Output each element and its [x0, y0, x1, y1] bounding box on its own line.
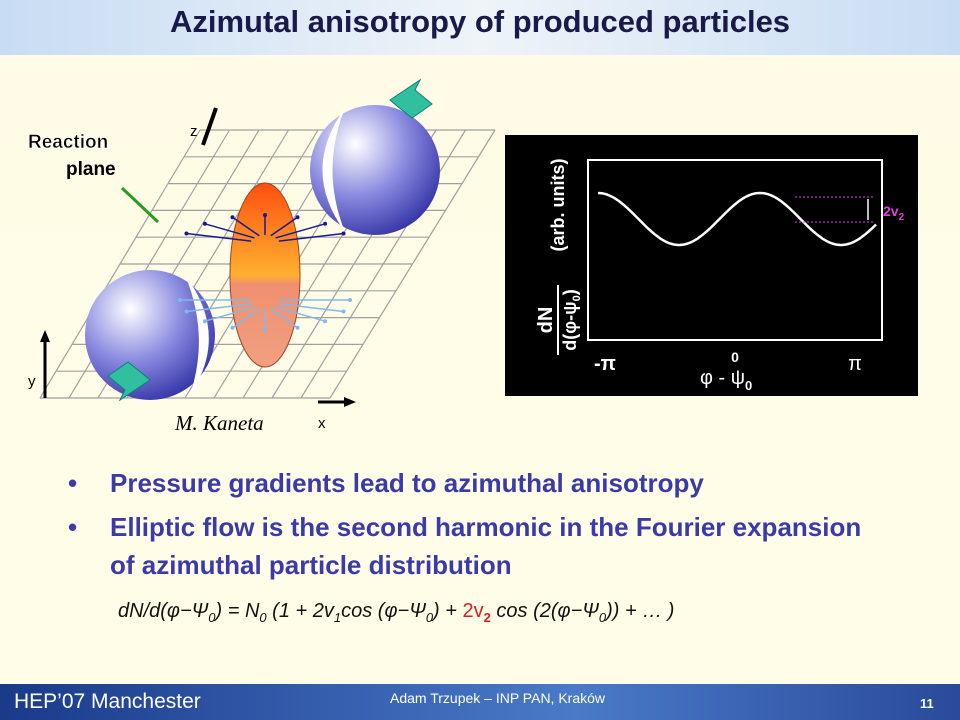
y-label: dN d(φ-ψ0) (arb. units) [535, 158, 583, 355]
arrow-head [40, 330, 50, 342]
green-arrow [107, 361, 151, 402]
y-label-num: dN [535, 307, 557, 334]
arrow-tip [341, 231, 346, 236]
arrow-tip [323, 319, 328, 324]
bullet: Elliptic flow is the second harmonic in … [68, 508, 880, 584]
credit: M. Kaneta [174, 411, 264, 435]
y-label-den: d(φ-ψ0) [560, 289, 583, 351]
footer: HEP’07 Manchester Adam Trzupek – INP PAN… [0, 684, 960, 720]
flow-arrow [186, 303, 252, 313]
x-tick-label: 0 [731, 349, 739, 365]
arrow-tip [184, 231, 189, 236]
flow-arrow [278, 303, 344, 313]
amplitude-label: 2v2 [883, 203, 905, 223]
page-number: 11 [920, 696, 934, 711]
slide-title: Azimutal anisotropy of produced particle… [169, 4, 791, 39]
arrow-tip [263, 213, 267, 217]
arrow-tip [230, 325, 235, 330]
flow-arrow [204, 306, 255, 322]
x-tick-label: -π [594, 353, 616, 375]
flow-arrow [270, 308, 298, 329]
plot-frame [587, 159, 883, 341]
flow-arrows [178, 213, 352, 332]
label: Reaction [28, 132, 108, 153]
flow-arrow [204, 223, 255, 239]
arrow-tip [323, 221, 328, 226]
y-label-units: (arb. units) [548, 158, 568, 251]
axis-label: y [28, 373, 36, 390]
arrow-tip [295, 325, 300, 330]
inset-plot [505, 135, 918, 396]
flow-arrow [275, 306, 326, 322]
x-label: φ - ψ0 [700, 367, 752, 393]
arrow-tip [348, 298, 352, 302]
flow-arrow [232, 308, 260, 329]
axis-label: z [190, 123, 198, 140]
arrow-tip [178, 298, 182, 302]
overlap-zone [229, 182, 301, 368]
grid-line [329, 129, 496, 399]
crescent [185, 275, 209, 395]
z-axis [201, 107, 218, 146]
arrow-tip [202, 221, 207, 226]
flow-arrow [270, 216, 298, 237]
author: Adam Trzupek – INP PAN, Kraków [390, 690, 606, 706]
pointer [120, 186, 160, 224]
curve [597, 191, 877, 247]
arrow-tip [341, 309, 346, 314]
label: plane [66, 159, 116, 180]
axis-label: x [318, 415, 326, 432]
crescent [322, 108, 345, 232]
illustration: z y x M. Kaneta Reaction plane 2v2 dN d(… [28, 78, 918, 435]
bullet: Pressure gradients lead to azimuthal ani… [68, 464, 880, 502]
green-arrow [389, 78, 433, 119]
arrow-tip [295, 215, 300, 220]
flow-arrow [186, 232, 252, 242]
x-tick-label: π [848, 353, 862, 375]
nucleus [310, 105, 440, 235]
arrow-tip [202, 319, 207, 324]
nucleus [85, 270, 215, 400]
flow-arrow [275, 223, 326, 239]
flow-arrow [278, 232, 344, 242]
arrow-head [344, 397, 356, 407]
arrow-tip [230, 215, 235, 220]
event: HEP’07 Manchester [14, 690, 201, 713]
arrow-tip [184, 309, 189, 314]
formula: dN/d(φ−Ψ0) = N0 (1 + 2v1cos (φ−Ψ0) + 2v2… [118, 600, 675, 625]
title-bar [0, 0, 960, 55]
arrow-tip [263, 328, 267, 332]
flow-arrow [232, 216, 260, 237]
